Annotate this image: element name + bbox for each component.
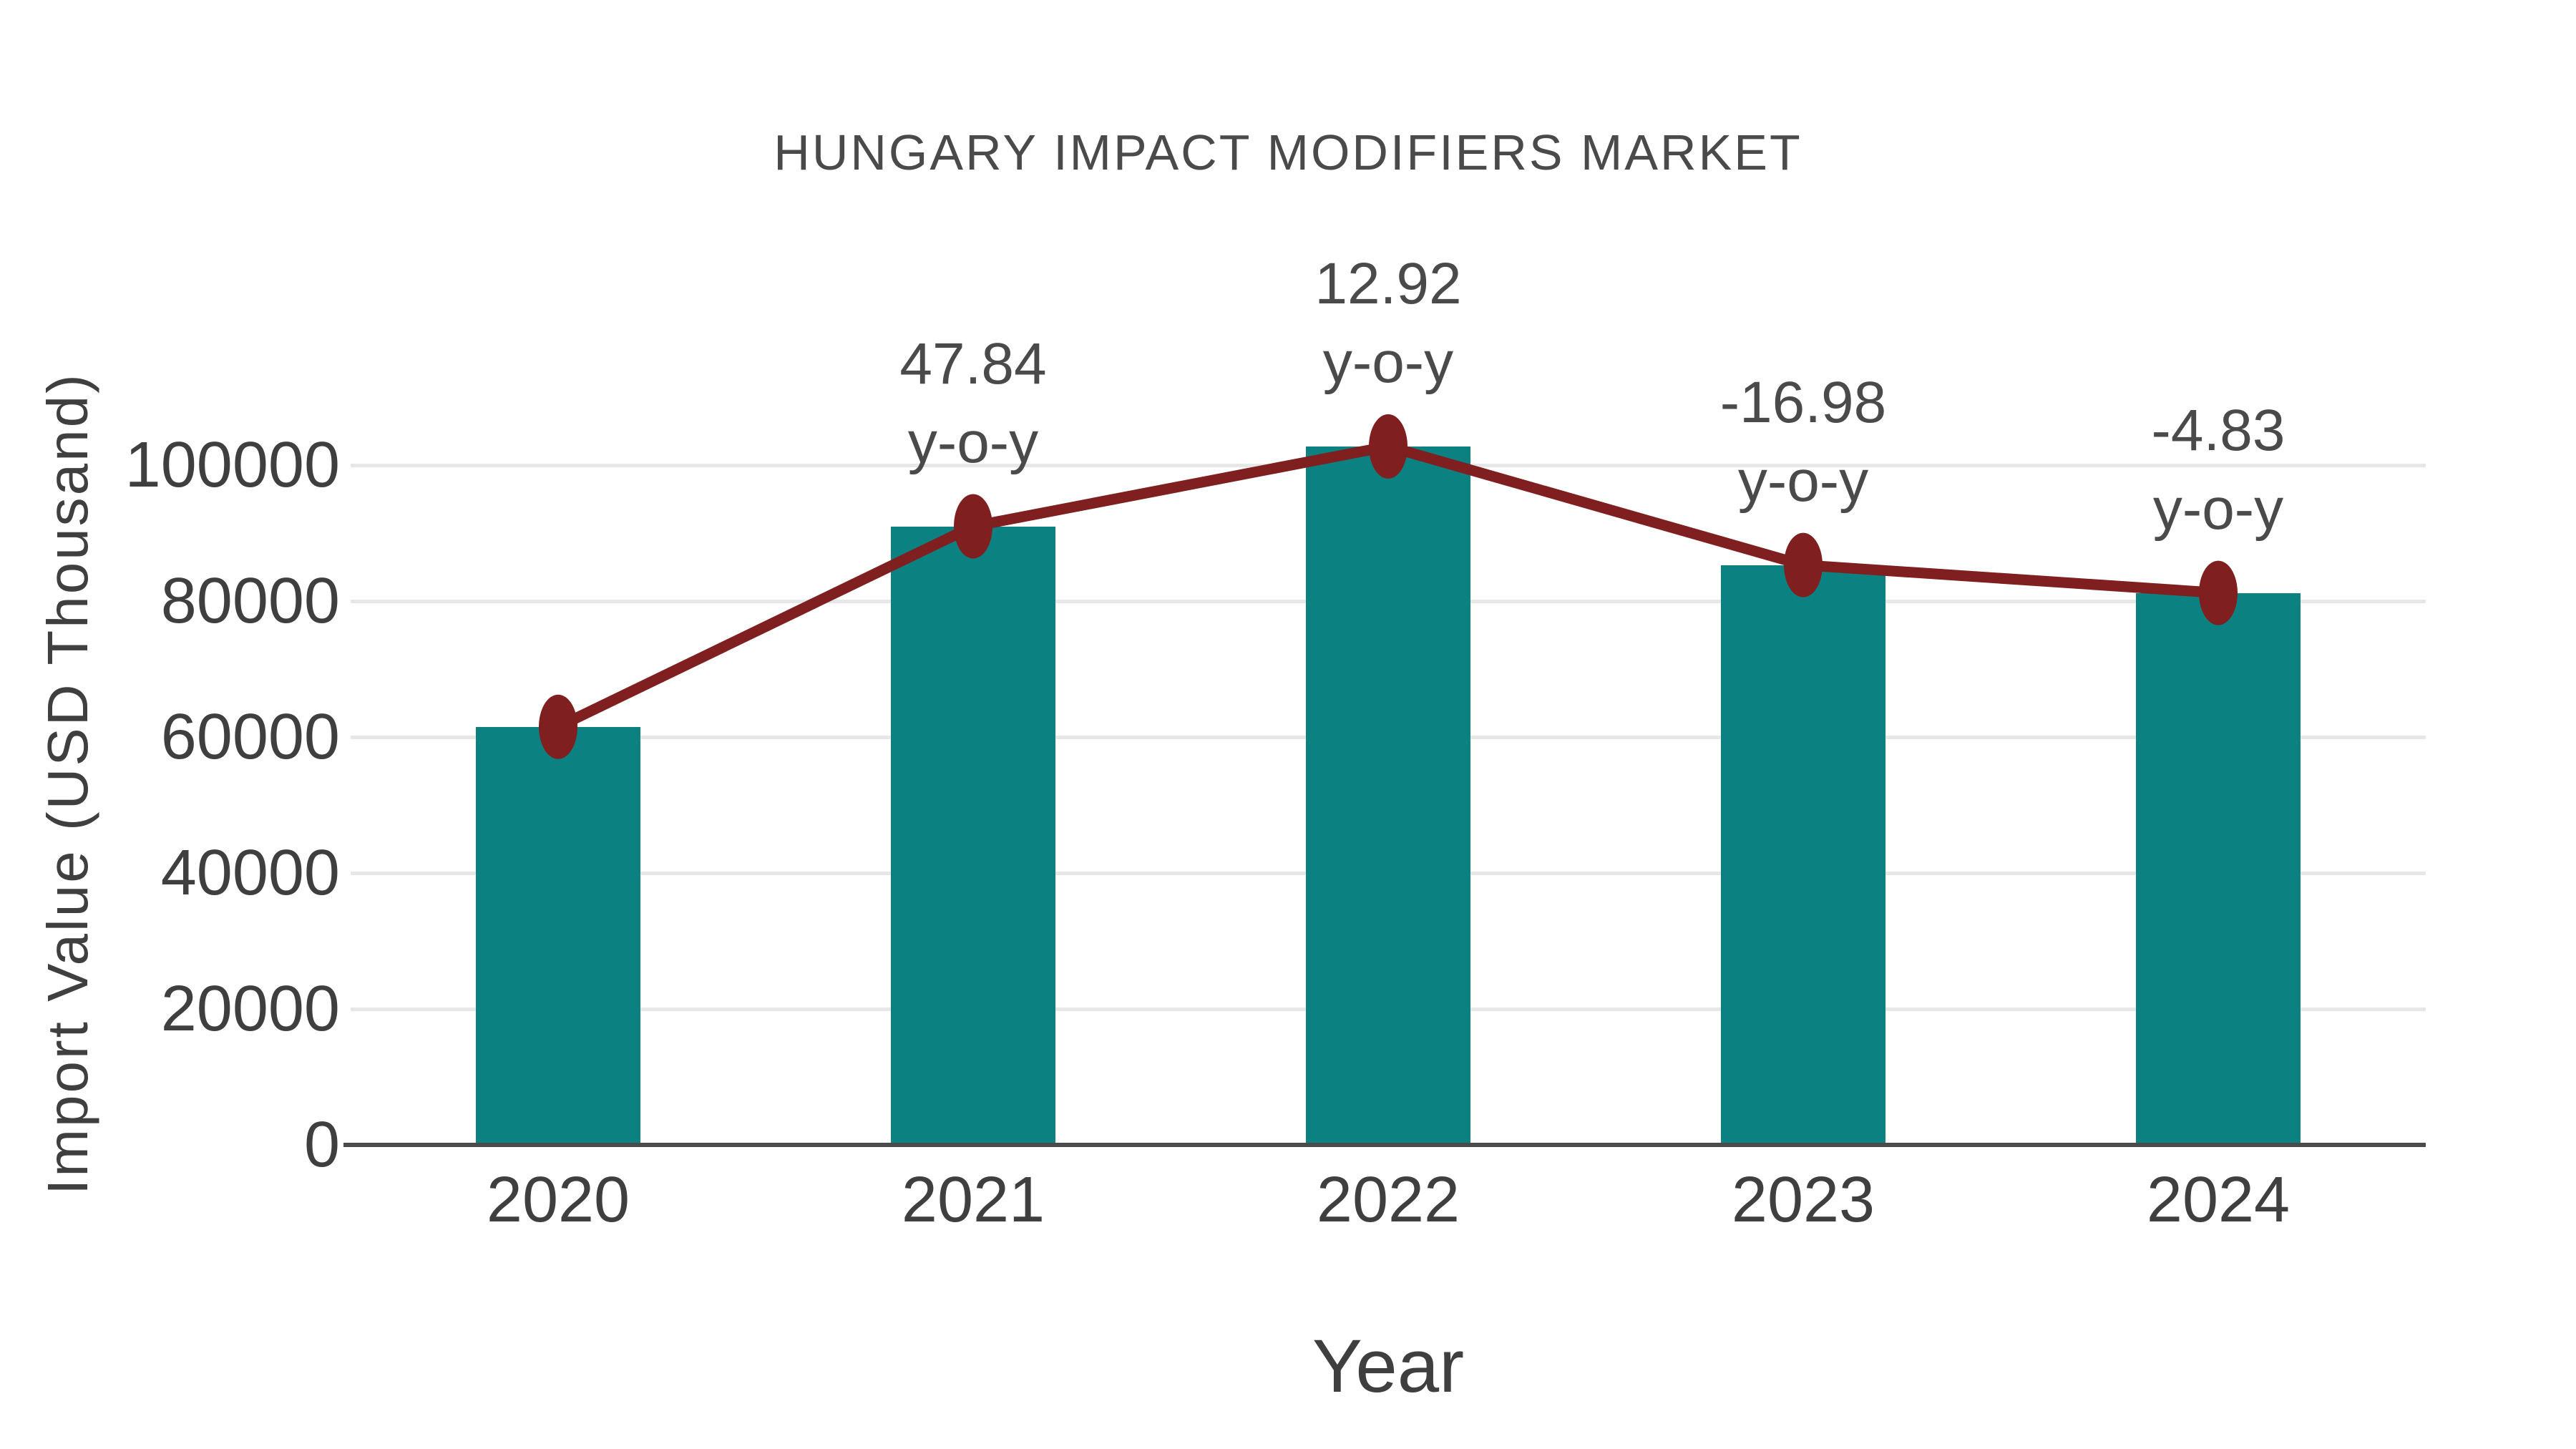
bar-2023 xyxy=(1721,565,1885,1145)
y-tick-label-40000: 40000 xyxy=(160,837,340,909)
y-tick-label-100000: 100000 xyxy=(125,429,340,501)
y-tick-label-20000: 20000 xyxy=(160,973,340,1045)
bar-2022 xyxy=(1306,446,1470,1145)
x-tick-label-2020: 2020 xyxy=(486,1164,630,1236)
y-tick-label-80000: 80000 xyxy=(160,565,340,637)
data-point-marker-2020 xyxy=(539,694,577,759)
annotation-2024-suffix: y-o-y xyxy=(2152,476,2284,542)
data-point-marker-2023 xyxy=(1784,532,1823,597)
data-point-marker-2024 xyxy=(2199,560,2238,625)
y-tick-label-60000: 60000 xyxy=(160,701,340,773)
annotation-2023-suffix: y-o-y xyxy=(1737,448,1869,514)
y-tick-label-0: 0 xyxy=(303,1109,340,1181)
bar-2020 xyxy=(476,726,640,1145)
data-point-marker-2022 xyxy=(1369,414,1407,479)
bar-2024 xyxy=(2136,592,2301,1145)
x-axis-label: Year xyxy=(1312,1324,1465,1408)
annotation-2022-suffix: y-o-y xyxy=(1322,329,1454,395)
annotation-2023-value: -16.98 xyxy=(1719,369,1887,435)
x-tick-label-2024: 2024 xyxy=(2146,1164,2290,1236)
x-tick-label-2022: 2022 xyxy=(1316,1164,1460,1236)
x-tick-label-2023: 2023 xyxy=(1731,1164,1875,1236)
annotation-2022-value: 12.92 xyxy=(1314,250,1462,316)
chart-title: HUNGARY IMPACT MODIFIERS MARKET xyxy=(774,125,1802,180)
annotation-2021-value: 47.84 xyxy=(899,331,1047,396)
bar-2021 xyxy=(891,526,1055,1145)
data-point-marker-2021 xyxy=(954,494,992,559)
x-tick-label-2021: 2021 xyxy=(901,1164,1045,1236)
annotation-2024-value: -4.83 xyxy=(2151,397,2285,463)
x-axis-line xyxy=(343,1143,2426,1147)
annotation-2021-suffix: y-o-y xyxy=(907,409,1039,475)
